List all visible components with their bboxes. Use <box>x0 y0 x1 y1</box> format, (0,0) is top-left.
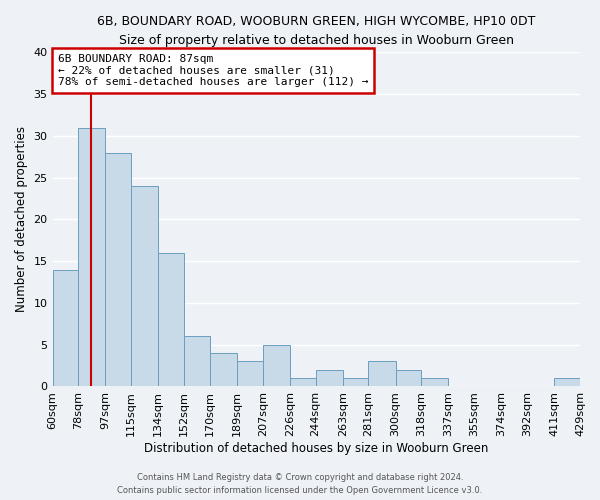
Bar <box>290 378 316 386</box>
Bar <box>421 378 448 386</box>
Y-axis label: Number of detached properties: Number of detached properties <box>15 126 28 312</box>
Bar <box>158 253 184 386</box>
Text: Contains HM Land Registry data © Crown copyright and database right 2024.
Contai: Contains HM Land Registry data © Crown c… <box>118 474 482 495</box>
Bar <box>53 270 78 386</box>
Bar <box>210 353 237 386</box>
Bar <box>78 128 106 386</box>
Title: 6B, BOUNDARY ROAD, WOOBURN GREEN, HIGH WYCOMBE, HP10 0DT
Size of property relati: 6B, BOUNDARY ROAD, WOOBURN GREEN, HIGH W… <box>97 15 535 47</box>
Bar <box>263 344 290 387</box>
Bar <box>343 378 368 386</box>
X-axis label: Distribution of detached houses by size in Wooburn Green: Distribution of detached houses by size … <box>144 442 488 455</box>
Bar <box>554 378 580 386</box>
Bar <box>237 362 263 386</box>
Bar <box>395 370 421 386</box>
Bar <box>184 336 210 386</box>
Bar <box>316 370 343 386</box>
Text: 6B BOUNDARY ROAD: 87sqm
← 22% of detached houses are smaller (31)
78% of semi-de: 6B BOUNDARY ROAD: 87sqm ← 22% of detache… <box>58 54 368 87</box>
Bar <box>131 186 158 386</box>
Bar <box>106 152 131 386</box>
Bar <box>368 362 395 386</box>
